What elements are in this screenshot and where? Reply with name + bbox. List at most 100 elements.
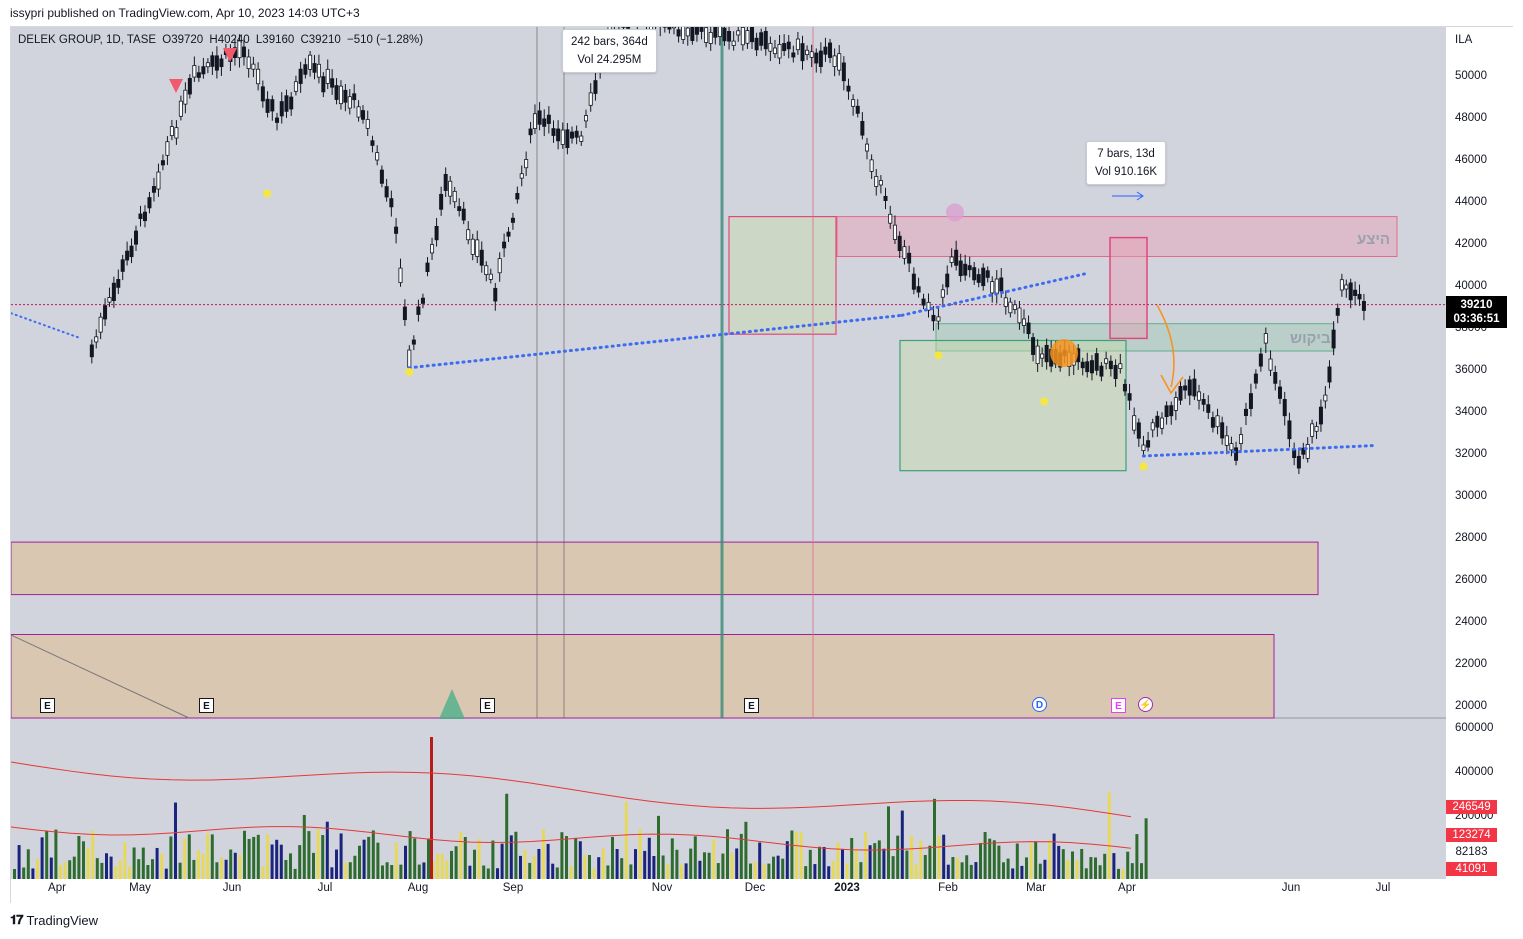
- split-icon[interactable]: ⚡: [1138, 697, 1153, 712]
- volume-bar: [896, 835, 900, 879]
- candle-body: [1201, 399, 1206, 405]
- candle-body: [681, 27, 686, 40]
- volume-bar: [256, 834, 260, 879]
- volume-bar: [735, 848, 739, 879]
- volume-bar: [178, 862, 182, 879]
- volume-bar: [174, 802, 177, 879]
- volume-bar: [767, 863, 771, 879]
- consolidation-box-red: [728, 216, 837, 335]
- candle-body: [759, 32, 764, 46]
- candle-body: [352, 93, 357, 101]
- volume-bar: [785, 841, 789, 879]
- volume-bar: [367, 836, 371, 879]
- volume-bar: [54, 829, 58, 879]
- price-zone: [836, 216, 1398, 258]
- candle-body: [506, 231, 511, 237]
- volume-bar: [220, 857, 223, 879]
- time-tick-label: Apr: [48, 882, 66, 894]
- chart-frame[interactable]: [10, 26, 1514, 904]
- candle-body: [116, 279, 121, 288]
- candle-body: [1263, 333, 1268, 344]
- volume-bar: [1029, 843, 1033, 879]
- candle-body: [524, 159, 529, 169]
- volume-bar: [371, 830, 375, 879]
- volume-bar: [279, 844, 283, 879]
- symbol-legend[interactable]: DELEK GROUP, 1D, TASE O39720 H40240 L391…: [18, 34, 426, 46]
- volume-bar: [454, 846, 458, 879]
- candle-body: [457, 206, 462, 212]
- volume-bar: [836, 842, 840, 879]
- volume-bar: [91, 830, 95, 879]
- chart-canvas[interactable]: [11, 27, 1514, 904]
- volume-bar: [537, 848, 541, 879]
- volume-bar: [1080, 848, 1084, 879]
- candle-body: [411, 339, 416, 345]
- trend-line: [1141, 444, 1377, 458]
- sell-signal: [223, 48, 237, 62]
- volume-bar: [1071, 851, 1074, 879]
- volume-bar: [36, 858, 39, 879]
- candle-body: [151, 186, 156, 193]
- trend-line: [11, 312, 82, 340]
- volume-bar: [509, 835, 513, 879]
- earnings-icon[interactable]: E: [480, 698, 495, 713]
- volume-bar: [339, 833, 343, 879]
- tv-mark-icon: 𝟏𝟕: [10, 912, 24, 927]
- volume-bar: [358, 845, 361, 879]
- candle-body: [519, 173, 524, 179]
- earnings-icon[interactable]: E: [40, 698, 55, 713]
- candle-body: [1155, 415, 1160, 428]
- dividend-icon[interactable]: D: [1032, 697, 1047, 712]
- volume-bar: [114, 866, 118, 879]
- volume-bar: [965, 855, 969, 879]
- price-tick-label: 28000: [1455, 532, 1487, 544]
- volume-bar: [946, 864, 950, 879]
- volume-bar: [238, 854, 242, 879]
- candle-body: [1229, 443, 1234, 451]
- candle-body: [750, 27, 755, 43]
- volume-bar: [321, 835, 325, 879]
- candle-body: [434, 225, 439, 241]
- volume-bar: [739, 833, 743, 879]
- earnings-icon[interactable]: E: [744, 698, 759, 713]
- volume-bar: [353, 855, 357, 879]
- volume-bar: [229, 849, 233, 879]
- volume-bar: [675, 849, 679, 879]
- volume-tag-4: 41091: [1446, 862, 1497, 876]
- candle-body: [156, 171, 161, 190]
- candle-body: [814, 52, 819, 64]
- earnings-icon[interactable]: E: [1111, 698, 1126, 713]
- time-tick-label: May: [129, 882, 151, 894]
- candle-body: [676, 29, 681, 37]
- candle-body: [1314, 426, 1319, 432]
- price-tick-label: 46000: [1455, 154, 1487, 166]
- candle-body: [626, 27, 631, 29]
- brand-name: TradingView: [26, 912, 99, 928]
- volume-bar: [822, 846, 826, 879]
- candle-body: [394, 226, 399, 234]
- volume-bar: [629, 864, 633, 879]
- candle-body: [1310, 423, 1315, 437]
- candle-body: [574, 130, 579, 138]
- candle-body: [1215, 415, 1220, 428]
- candle-body: [888, 213, 893, 224]
- volume-bar: [661, 855, 665, 879]
- volume-bar: [1061, 849, 1065, 879]
- candle-body: [921, 298, 926, 306]
- tradingview-logo[interactable]: 𝟏𝟕 TradingView: [10, 912, 98, 928]
- candle-body: [704, 27, 709, 43]
- candle-body: [183, 89, 188, 105]
- candle-body: [214, 55, 219, 71]
- volume-bar: [578, 841, 582, 879]
- earnings-icon[interactable]: E: [199, 698, 214, 713]
- volume-bar: [1135, 834, 1139, 879]
- candle-body: [1146, 440, 1151, 448]
- candle-body: [497, 258, 502, 274]
- measure-arrow: [1112, 191, 1144, 201]
- volume-bar: [1098, 865, 1102, 879]
- candle-body: [1080, 361, 1085, 369]
- volume-bar: [643, 850, 647, 879]
- volume-bar: [937, 835, 941, 879]
- volume-bar: [45, 830, 49, 879]
- legend-open: O39720: [162, 34, 204, 46]
